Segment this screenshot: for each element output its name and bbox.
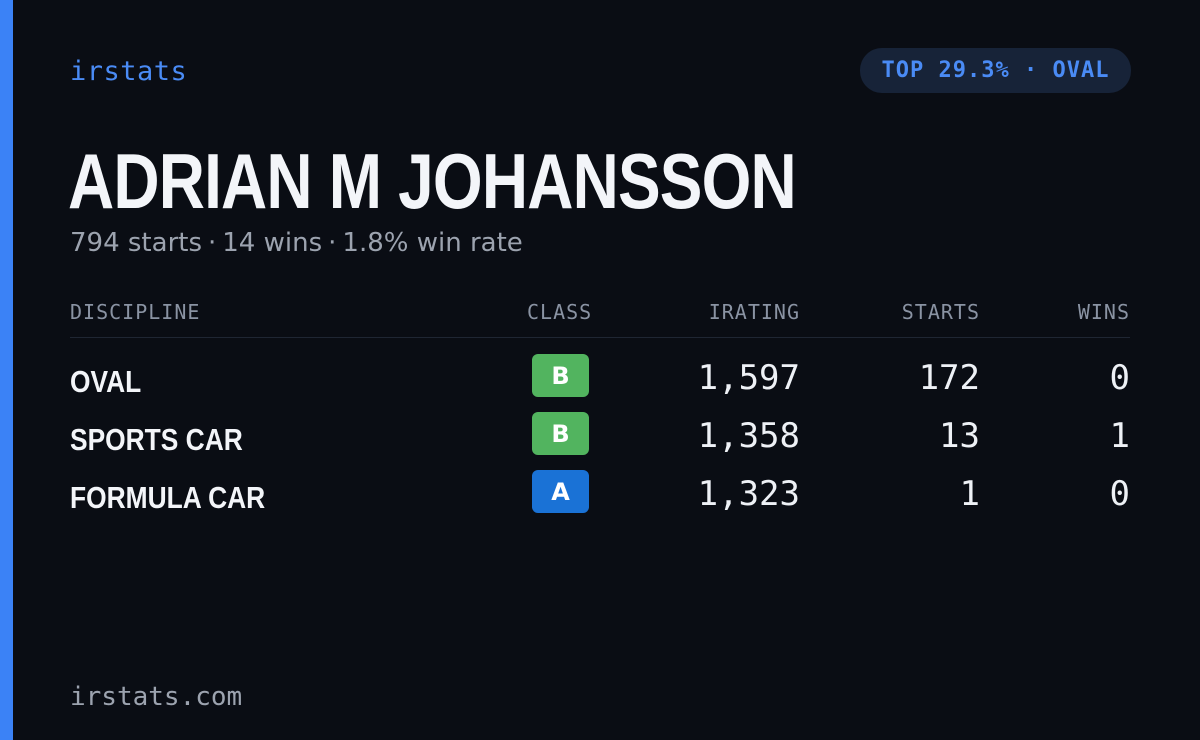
table-row-sports-car: SPORTS CAR B 1,358 13 1	[70, 412, 1130, 470]
summary-win-rate: 1.8% win rate	[342, 228, 523, 258]
starts-value: 172	[918, 358, 980, 398]
brand-logo: irstats	[70, 56, 188, 87]
class-badge: B	[532, 354, 589, 397]
summary-separator: ·	[328, 228, 337, 258]
table-row-oval: OVAL B 1,597 172 0	[70, 354, 1130, 412]
wins-value: 0	[1109, 358, 1130, 398]
starts-value: 1	[959, 474, 980, 514]
irating-value: 1,358	[697, 416, 800, 456]
class-badge: B	[532, 412, 589, 455]
header-starts: STARTS	[901, 300, 980, 324]
header-class: CLASS	[527, 300, 593, 324]
discipline-label: SPORTS CAR	[70, 422, 243, 457]
summary-starts: 794 starts	[70, 228, 202, 258]
rank-badge: TOP 29.3% · OVAL	[860, 48, 1131, 93]
driver-name: ADRIAN M JOHANSSON	[68, 137, 797, 225]
summary-separator: ·	[208, 228, 217, 258]
irating-value: 1,597	[697, 358, 800, 398]
footer-url: irstats.com	[70, 682, 243, 712]
header-irating: IRATING	[708, 300, 800, 324]
driver-summary: 794 starts · 14 wins · 1.8% win rate	[70, 228, 523, 258]
summary-wins: 14 wins	[222, 228, 323, 258]
irating-value: 1,323	[697, 474, 800, 514]
header-discipline: DISCIPLINE	[70, 300, 201, 324]
header-wins: WINS	[1077, 300, 1130, 324]
discipline-label: OVAL	[70, 364, 142, 399]
wins-value: 1	[1109, 416, 1130, 456]
wins-value: 0	[1109, 474, 1130, 514]
discipline-label: FORMULA CAR	[70, 480, 266, 515]
table-header: DISCIPLINE CLASS IRATING STARTS WINS	[70, 298, 1130, 338]
starts-value: 13	[939, 416, 980, 456]
class-badge: A	[532, 470, 589, 513]
accent-bar	[0, 0, 13, 740]
table-row-formula-car: FORMULA CAR A 1,323 1 0	[70, 470, 1130, 528]
